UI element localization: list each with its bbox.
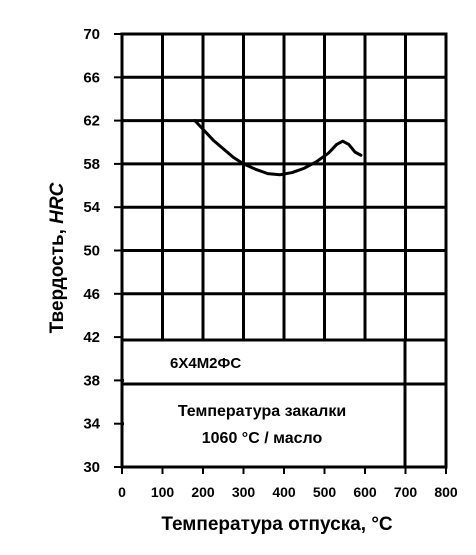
y-axis-label-unit: HRC <box>47 182 68 223</box>
y-tick-label-2: 38 <box>83 372 100 389</box>
x-tick-label-7: 700 <box>394 484 418 500</box>
plot-frame <box>120 32 448 469</box>
x-axis-label: Температура отпуска, °C <box>161 514 393 535</box>
y-tick-label-10: 70 <box>83 26 100 43</box>
x-tick-label-3: 300 <box>232 484 256 500</box>
y-tick-label-0: 30 <box>83 459 100 476</box>
y-tick-label-8: 62 <box>83 113 100 130</box>
x-tick-label-2: 200 <box>191 484 215 500</box>
annotation-box <box>124 340 446 467</box>
y-axis-ticks: 30 34 38 42 46 50 54 58 62 66 70 <box>83 26 122 476</box>
quench-medium-label: 1060 °С / масло <box>202 430 323 447</box>
y-tick-label-5: 50 <box>83 243 100 260</box>
quench-temperature-label: Температура закалки <box>178 403 346 420</box>
y-tick-label-1: 34 <box>83 416 100 433</box>
y-axis-label-text: Твердость, <box>47 224 68 334</box>
x-axis-ticks: 0 100 200 300 400 500 600 700 800 <box>118 467 458 500</box>
y-tick-label-9: 66 <box>83 69 100 86</box>
series-layer <box>193 119 363 177</box>
y-tick-label-7: 58 <box>83 156 100 173</box>
steel-grade-label: 6Х4М2ФС <box>170 355 241 372</box>
x-tick-label-0: 0 <box>118 484 126 500</box>
y-tick-label-6: 54 <box>83 199 100 216</box>
x-tick-label-6: 600 <box>353 484 377 500</box>
x-tick-label-4: 400 <box>272 484 296 500</box>
y-axis-label: Твердость, HRC <box>47 182 68 333</box>
y-tick-label-3: 42 <box>83 329 100 346</box>
x-tick-label-1: 100 <box>151 484 175 500</box>
x-tick-label-5: 500 <box>313 484 337 500</box>
y-tick-label-4: 46 <box>83 286 100 303</box>
series-line-0 <box>193 119 363 177</box>
x-tick-label-8: 800 <box>434 484 458 500</box>
